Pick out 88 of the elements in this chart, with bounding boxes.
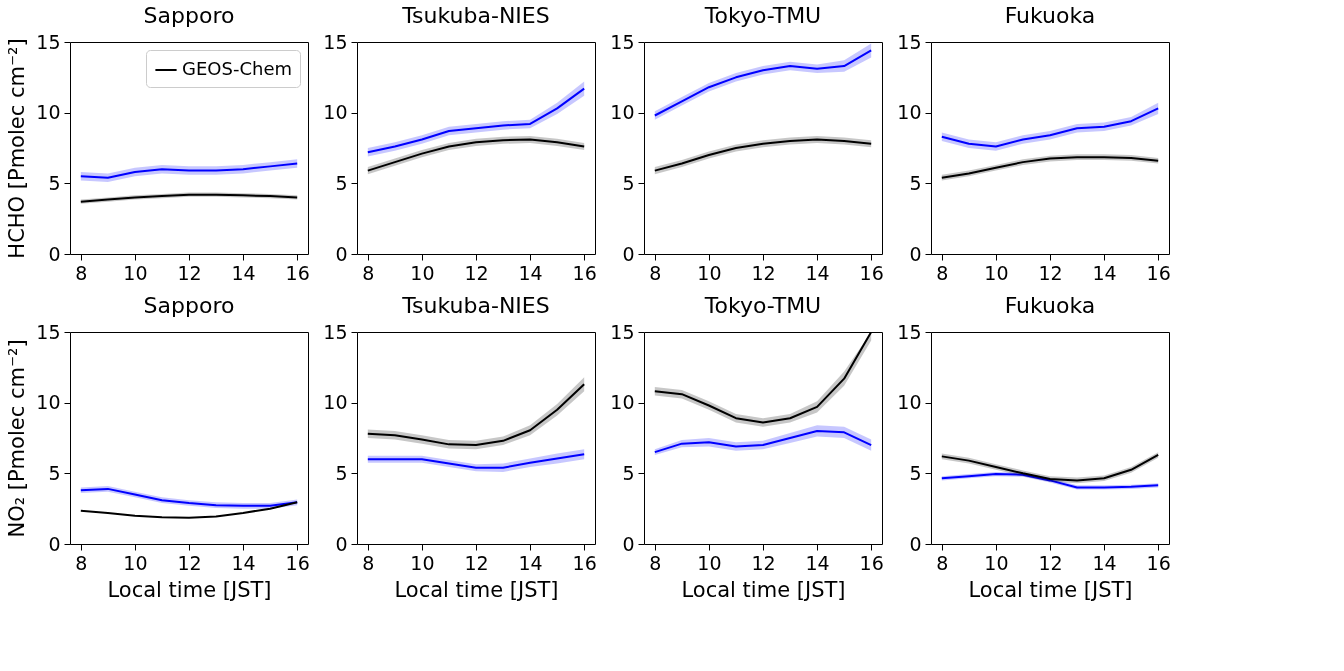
x-tick-label: 12 (177, 261, 202, 284)
chart-title: Sapporo (143, 293, 235, 318)
legend-label: GEOS-Chem (182, 58, 292, 79)
x-tick-label: 8 (362, 551, 375, 574)
x-tick-label: 16 (285, 261, 310, 284)
y-tick-label: 15 (323, 30, 348, 53)
y-tick-label: 10 (610, 101, 635, 124)
x-tick-label: 14 (231, 261, 256, 284)
chart-title: Tsukuba-NIES (401, 293, 550, 318)
chart-title: Sapporo (143, 3, 235, 28)
x-tick-label: 10 (697, 261, 722, 284)
x-tick-label: 8 (75, 261, 88, 284)
y-tick-label: 10 (897, 391, 922, 414)
x-tick-label: 14 (518, 551, 543, 574)
y-tick-label: 5 (909, 461, 922, 484)
y-tick-label: 0 (48, 532, 61, 555)
y-tick-label: 15 (610, 320, 635, 343)
x-tick-label: 14 (518, 261, 543, 284)
x-tick-label: 12 (464, 551, 489, 574)
x-tick-label: 14 (1092, 261, 1117, 284)
chart-title: Tokyo-TMU (703, 3, 822, 28)
y-tick-label: 0 (909, 242, 922, 265)
y-tick-label: 10 (897, 101, 922, 124)
x-tick-label: 14 (805, 551, 830, 574)
y-tick-label: 0 (622, 532, 635, 555)
x-tick-label: 10 (984, 261, 1009, 284)
y-axis-title: HCHO [Pmolec cm⁻²] (5, 38, 30, 259)
y-tick-label: 5 (622, 171, 635, 194)
y-tick-label: 15 (36, 320, 61, 343)
y-tick-label: 10 (323, 101, 348, 124)
x-tick-label: 10 (123, 261, 148, 284)
x-tick-label: 12 (1038, 261, 1063, 284)
x-axis-title: Local time [JST] (394, 577, 559, 602)
y-tick-label: 5 (48, 461, 61, 484)
y-tick-label: 5 (335, 461, 348, 484)
y-tick-label: 0 (909, 532, 922, 555)
x-tick-label: 16 (572, 261, 597, 284)
y-tick-label: 15 (610, 30, 635, 53)
y-tick-label: 15 (36, 30, 61, 53)
y-tick-label: 10 (610, 391, 635, 414)
y-tick-label: 10 (323, 391, 348, 414)
y-tick-label: 5 (48, 171, 61, 194)
x-tick-label: 14 (805, 261, 830, 284)
x-axis-title: Local time [JST] (968, 577, 1133, 602)
x-tick-label: 16 (572, 551, 597, 574)
x-tick-label: 14 (1092, 551, 1117, 574)
x-tick-label: 16 (859, 261, 884, 284)
y-tick-label: 10 (36, 391, 61, 414)
x-tick-label: 10 (410, 261, 435, 284)
x-tick-label: 16 (1146, 551, 1171, 574)
x-tick-label: 10 (410, 551, 435, 574)
y-axis-title: NO₂ [Pmolec cm⁻²] (5, 339, 30, 538)
x-tick-label: 10 (984, 551, 1009, 574)
x-tick-label: 12 (751, 551, 776, 574)
x-tick-label: 12 (751, 261, 776, 284)
x-tick-label: 12 (177, 551, 202, 574)
x-tick-label: 16 (859, 551, 884, 574)
x-tick-label: 16 (1146, 261, 1171, 284)
x-tick-label: 10 (697, 551, 722, 574)
y-tick-label: 10 (36, 101, 61, 124)
y-tick-label: 15 (323, 320, 348, 343)
y-tick-label: 15 (897, 320, 922, 343)
x-tick-label: 8 (75, 551, 88, 574)
y-tick-label: 0 (335, 242, 348, 265)
x-tick-label: 8 (649, 551, 662, 574)
x-tick-label: 12 (1038, 551, 1063, 574)
y-tick-label: 0 (48, 242, 61, 265)
x-tick-label: 12 (464, 261, 489, 284)
x-tick-label: 14 (231, 551, 256, 574)
x-tick-label: 8 (362, 261, 375, 284)
y-tick-label: 5 (909, 171, 922, 194)
x-tick-label: 8 (936, 551, 949, 574)
x-tick-label: 8 (936, 261, 949, 284)
line-series (79, 501, 299, 519)
y-tick-label: 0 (622, 242, 635, 265)
y-tick-label: 5 (335, 171, 348, 194)
chart-title: Tokyo-TMU (703, 293, 822, 318)
x-tick-label: 8 (649, 261, 662, 284)
y-tick-label: 0 (335, 532, 348, 555)
x-axis-title: Local time [JST] (681, 577, 846, 602)
x-tick-label: 16 (285, 551, 310, 574)
chart-title: Tsukuba-NIES (401, 3, 550, 28)
x-tick-label: 10 (123, 551, 148, 574)
y-tick-label: 5 (622, 461, 635, 484)
x-axis-title: Local time [JST] (107, 577, 272, 602)
chart-title: Fukuoka (1004, 293, 1096, 318)
chart-title: Fukuoka (1004, 3, 1096, 28)
y-tick-label: 15 (897, 30, 922, 53)
